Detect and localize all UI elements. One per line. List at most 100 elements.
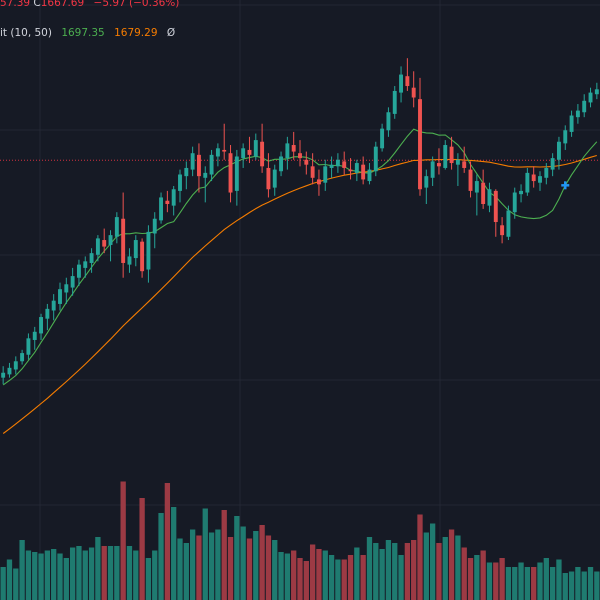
candle-body [58,289,62,304]
candle-body [525,172,530,193]
volume-bar [291,550,297,600]
candle-body [45,308,50,319]
volume-bar [76,546,82,600]
volume-bar [562,573,568,600]
candle-body [348,169,353,172]
volume-bar [480,550,486,600]
candle-body [102,240,107,247]
candle-body [335,159,340,167]
candle-body [304,159,309,165]
volume-bar [189,529,196,600]
volume-bar [499,558,505,600]
volume-bar [385,540,392,600]
volume-bar [259,525,265,600]
candle-body [196,154,201,177]
volume-bar [448,529,455,600]
volume-bar [366,537,373,600]
candle-body [209,154,214,175]
candle-body [298,153,302,159]
candle-body [26,338,31,355]
legend-close-value: 1667.69 [40,0,85,9]
volume-bar [303,561,309,600]
candle-body [418,99,422,190]
volume-bar [531,567,537,600]
volume-bar [107,546,114,600]
volume-bar [594,571,600,600]
volume-bar [13,568,19,600]
candle-body [146,231,151,270]
volume-bar [101,546,107,600]
candle-body [272,169,277,188]
volume-bar [568,571,575,600]
candle-body [241,148,246,159]
volume-bar [51,549,57,600]
volume-bar [265,535,272,600]
volume-bar [38,553,44,600]
candle-body [399,74,404,93]
candle-body [171,189,176,206]
candle-body [367,169,372,182]
candle-body [20,353,25,362]
ma-indicator-name[interactable]: it (10, 50) [0,27,52,39]
volume-bar [284,553,291,600]
candle-body [127,256,132,265]
volume-bar [25,550,32,600]
candle-body [190,153,195,170]
candle-body [512,192,517,213]
candle-body [291,145,296,152]
volume-bar [417,514,423,600]
candle-body [405,76,410,87]
candle-body [39,317,44,334]
volume-bar [253,531,259,600]
candle-body [544,167,549,178]
ma-slow-line [2,154,597,434]
visibility-toggle-icon[interactable]: Ø [166,27,176,39]
volume-bar [221,510,227,600]
volume-bar [32,552,38,600]
candle-body [279,156,284,172]
volume-bar [461,547,467,600]
volume-bar [537,562,543,600]
candle-body [260,141,265,167]
volume-bar [587,567,594,600]
volume-bar [543,558,549,600]
volume-bar [423,532,429,600]
volume-bar [158,513,164,600]
candle-body [7,367,12,375]
candle-body [215,148,220,157]
candle-body [538,176,542,183]
volume-bar [183,543,189,600]
candle-body [455,159,460,165]
candle-body [323,166,328,183]
volume-bar [82,550,88,600]
ma-fast-value: 1697.35 [61,27,105,39]
volume-bar [114,546,120,600]
candle-body [594,89,599,95]
volume-bar [95,537,101,600]
volume-bar [347,555,354,600]
candle-body [266,167,271,190]
candle-body [342,161,347,168]
volume-bar [57,553,63,600]
candle-body [506,210,511,237]
ma-legend[interactable]: it (10, 50) 1697.35 1679.29 Ø [0,27,175,39]
candle-body [411,87,416,98]
volume-bar [549,567,556,600]
ma-slow-value: 1679.29 [114,27,158,39]
volume-bar [404,543,411,600]
candle-body [203,172,208,178]
candle-body [285,143,290,159]
volume-bar [145,558,152,600]
candle-body [108,235,113,245]
volume-bar [354,547,360,600]
volume-bar [63,558,69,600]
volume-bar [392,543,398,600]
candle-body [481,182,486,204]
volume-bar [581,571,587,600]
volume-bar [335,559,341,600]
candle-body [487,189,492,206]
candle-body [392,90,397,114]
candle-body [373,146,378,172]
